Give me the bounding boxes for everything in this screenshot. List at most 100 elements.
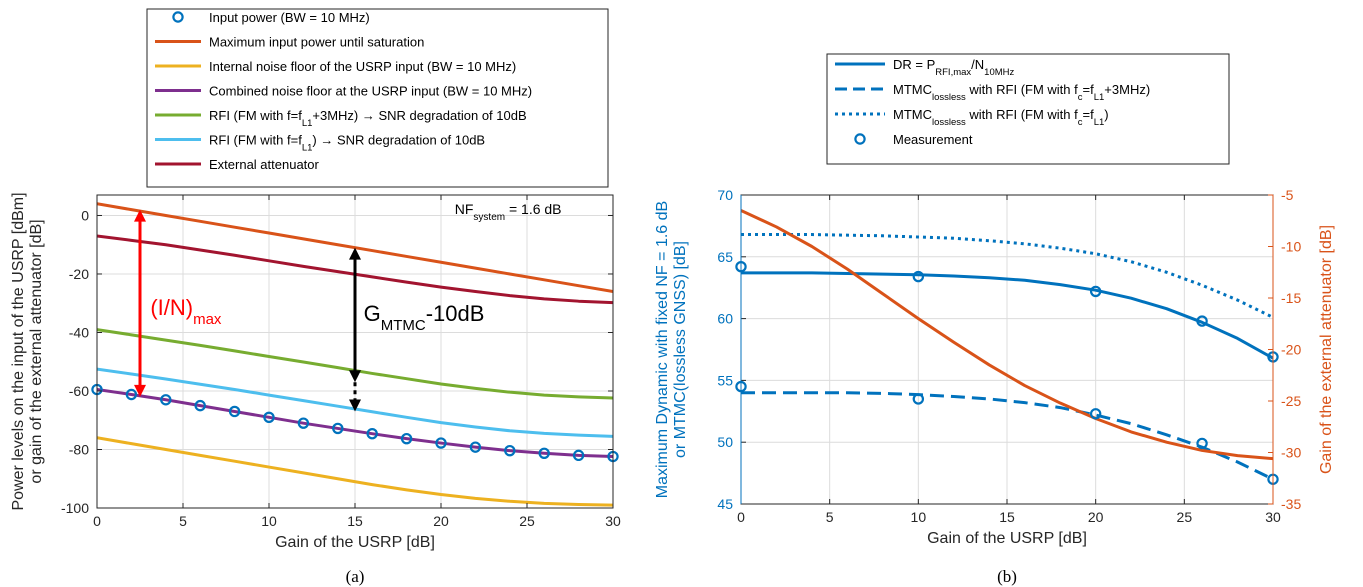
data-point [572,449,585,462]
series-line-0 [741,271,1273,360]
y-tick-label: 50 [717,434,733,450]
data-point [1089,285,1102,298]
y-tick-label: -40 [69,324,89,340]
legend-label-0: Input power (BW = 10 MHz) [209,10,370,25]
y-axis-label-line: or MTMC(lossless GNSS) [dB] [672,241,689,458]
i-n-max-arrow-head-top [134,209,146,222]
y-tick-label: 55 [717,372,733,388]
legend-label-3: Combined noise floor at the USRP input (… [209,84,532,99]
caption-b: (b) [997,567,1017,586]
x-tick-label: 5 [179,513,187,529]
x-tick-label: 10 [911,509,927,525]
data-point [912,270,925,283]
legend-box [146,8,609,188]
legend-label-5: RFI (FM with f=fL1) → SNR degradation of… [209,133,485,154]
series-group [741,209,1273,481]
legend-label-4: RFI (FM with f=fL1+3MHz) → SNR degradati… [209,108,527,129]
x-ticks: 0 5 10 15 20 25 30 [93,195,621,529]
annotation-2: GMTMC-10dB [364,301,485,334]
data-point [1196,437,1208,450]
y-tick-label: -20 [69,266,89,282]
x-tick-label: 25 [519,513,535,529]
g-mtmc-dotted-arrow-head-bottom [349,399,361,412]
data-point [332,422,344,435]
y-axis-label-line: or gain of the external attenuator [dB] [28,219,45,483]
series-line-4 [97,388,613,459]
x-tick-label: 20 [433,513,449,529]
y-right-tick-label: -5 [1281,187,1294,203]
y-tick-label: -80 [69,441,89,457]
caption-a: (a) [346,567,365,586]
legend-label-1: MTMClossless with RFI (FM with fc=fL1+3M… [893,82,1150,103]
y-ticks: -100 -80 -60 -40 -20 0 [61,207,613,516]
data-point [263,411,275,424]
data-point [366,427,378,440]
x-axis-label: Gain of the USRP [dB] [927,530,1087,547]
data-point [228,405,241,418]
chart-panel-a: 0 5 10 15 20 25 30 -100 -80 -60 -40 -20 0 Gain of the… [10,192,621,551]
y-right-axis-label: Gain of the external attenuator [dB] [1318,225,1335,474]
data-point [1196,315,1208,327]
data-point [912,393,925,405]
y-tick-label: -60 [69,383,89,399]
x-tick-label: 15 [347,513,363,529]
series-line-2 [741,233,1273,319]
g-mtmc-arrow-head-bottom [349,370,361,383]
y-tick-label: 45 [717,496,733,512]
legend-a: Input power (BW = 10 MHz) Maximum input p… [146,8,609,188]
series-line-5 [97,436,613,507]
x-tick-label: 0 [737,509,745,525]
data-point [400,432,413,445]
data-point [504,444,516,457]
y-tick-label: 0 [81,207,89,223]
legend-box [826,53,1230,165]
legend-b: DR = PRFI,max/N10MHz MTMClossless with RF… [826,53,1230,165]
y-right-tick-label: -10 [1281,239,1301,255]
x-axis-label: Gain of the USRP [dB] [275,534,435,551]
series-line-3 [741,209,1273,461]
series-markers [735,260,1279,485]
annotation-1: (I/N)max [150,295,222,328]
data-point [538,447,550,459]
y-right-ticks: -35 -30 -25 -20 -15 -10 -5 [740,187,1301,512]
data-point [194,399,206,412]
x-tick-label: 30 [605,513,621,529]
data-point [297,417,310,429]
y-tick-label: 65 [717,249,733,265]
legend-marker-icon [172,11,184,23]
legend-label-0: DR = PRFI,max/N10MHz [893,57,1014,78]
x-tick-label: 15 [999,509,1015,525]
g-mtmc-arrow-head-top [349,247,361,260]
data-point [160,394,172,406]
y-right-tick-label: -15 [1281,290,1301,306]
x-ticks: 0 5 10 15 20 25 30 [737,195,1281,525]
legend-label-1: Maximum input power until saturation [209,35,424,50]
y-tick-label: 70 [717,187,733,203]
chart-panel-b: 0 5 10 15 20 25 30455055606570-35-30-25-20-15-… [654,187,1335,547]
y-tick-label: -100 [61,500,89,516]
legend-marker-icon [854,133,866,145]
x-tick-label: 10 [261,513,277,529]
data-point [435,437,447,449]
x-tick-label: 20 [1088,509,1104,525]
data-point [125,388,138,401]
data-point [1089,408,1102,420]
series-line-1 [741,391,1273,481]
y-right-tick-label: -30 [1281,445,1301,461]
annotation-0: NFsystem = 1.6 dB [455,201,562,223]
y-ticks: 45 50 55 60 65 70 [717,187,746,512]
x-tick-label: 5 [826,509,834,525]
i-n-max-arrow-head-bottom [134,384,146,397]
y-tick-label: 60 [717,311,733,327]
y-axis-label-line: Power levels on the input of the USRP [d… [10,192,27,510]
x-tick-label: 0 [93,513,101,529]
legend-label-3: Measurement [893,132,973,147]
x-tick-label: 30 [1265,509,1281,525]
y-right-tick-label: -20 [1281,342,1301,358]
y-right-tick-label: -25 [1281,393,1301,409]
y-axis-label-line: Maximum Dynamic with fixed NF = 1.6 dB [654,201,671,498]
data-point [469,441,482,453]
legend-label-2: MTMClossless with RFI (FM with fc=fL1) [893,107,1109,128]
arrows [134,209,361,412]
